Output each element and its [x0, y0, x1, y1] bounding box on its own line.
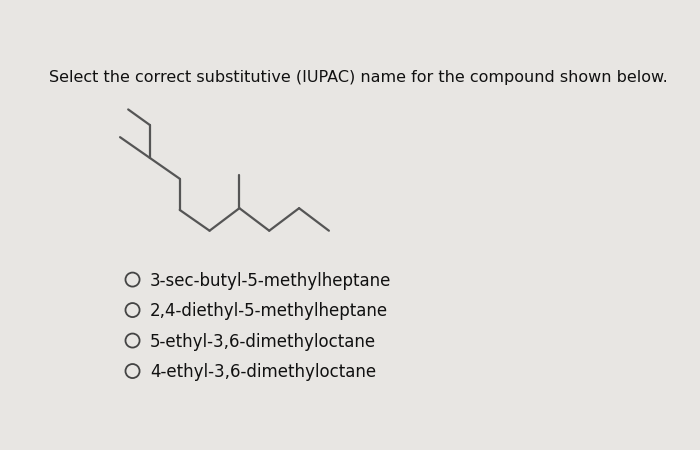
Text: 2,4-diethyl-5-methylheptane: 2,4-diethyl-5-methylheptane [150, 302, 388, 320]
Text: 4-ethyl-3,6-dimethyloctane: 4-ethyl-3,6-dimethyloctane [150, 364, 376, 382]
Text: 3-sec-butyl-5-methylheptane: 3-sec-butyl-5-methylheptane [150, 272, 391, 290]
Text: Select the correct substitutive (IUPAC) name for the compound shown below.: Select the correct substitutive (IUPAC) … [50, 70, 668, 85]
Text: 5-ethyl-3,6-dimethyloctane: 5-ethyl-3,6-dimethyloctane [150, 333, 376, 351]
